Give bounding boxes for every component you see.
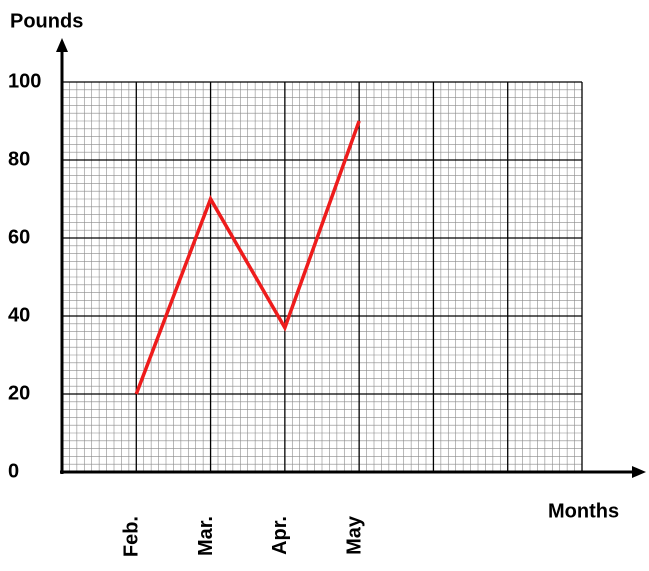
y-tick-label: 0 bbox=[8, 460, 19, 482]
y-axis-arrow bbox=[56, 38, 68, 52]
x-tick-label: Apr. bbox=[269, 516, 291, 555]
x-axis-label: Months bbox=[548, 500, 619, 522]
y-tick-label: 20 bbox=[8, 382, 30, 404]
x-axis-arrow bbox=[632, 466, 646, 478]
x-tick-label: May bbox=[343, 515, 365, 555]
x-tick-label: Mar. bbox=[195, 516, 217, 556]
y-tick-label: 100 bbox=[8, 70, 41, 92]
x-tick-label: Feb. bbox=[121, 516, 143, 557]
y-tick-label: 40 bbox=[8, 304, 30, 326]
y-axis-label: Pounds bbox=[10, 10, 83, 32]
data-line bbox=[134, 120, 361, 395]
y-tick-label: 80 bbox=[8, 148, 30, 170]
y-tick-label: 60 bbox=[8, 226, 30, 248]
